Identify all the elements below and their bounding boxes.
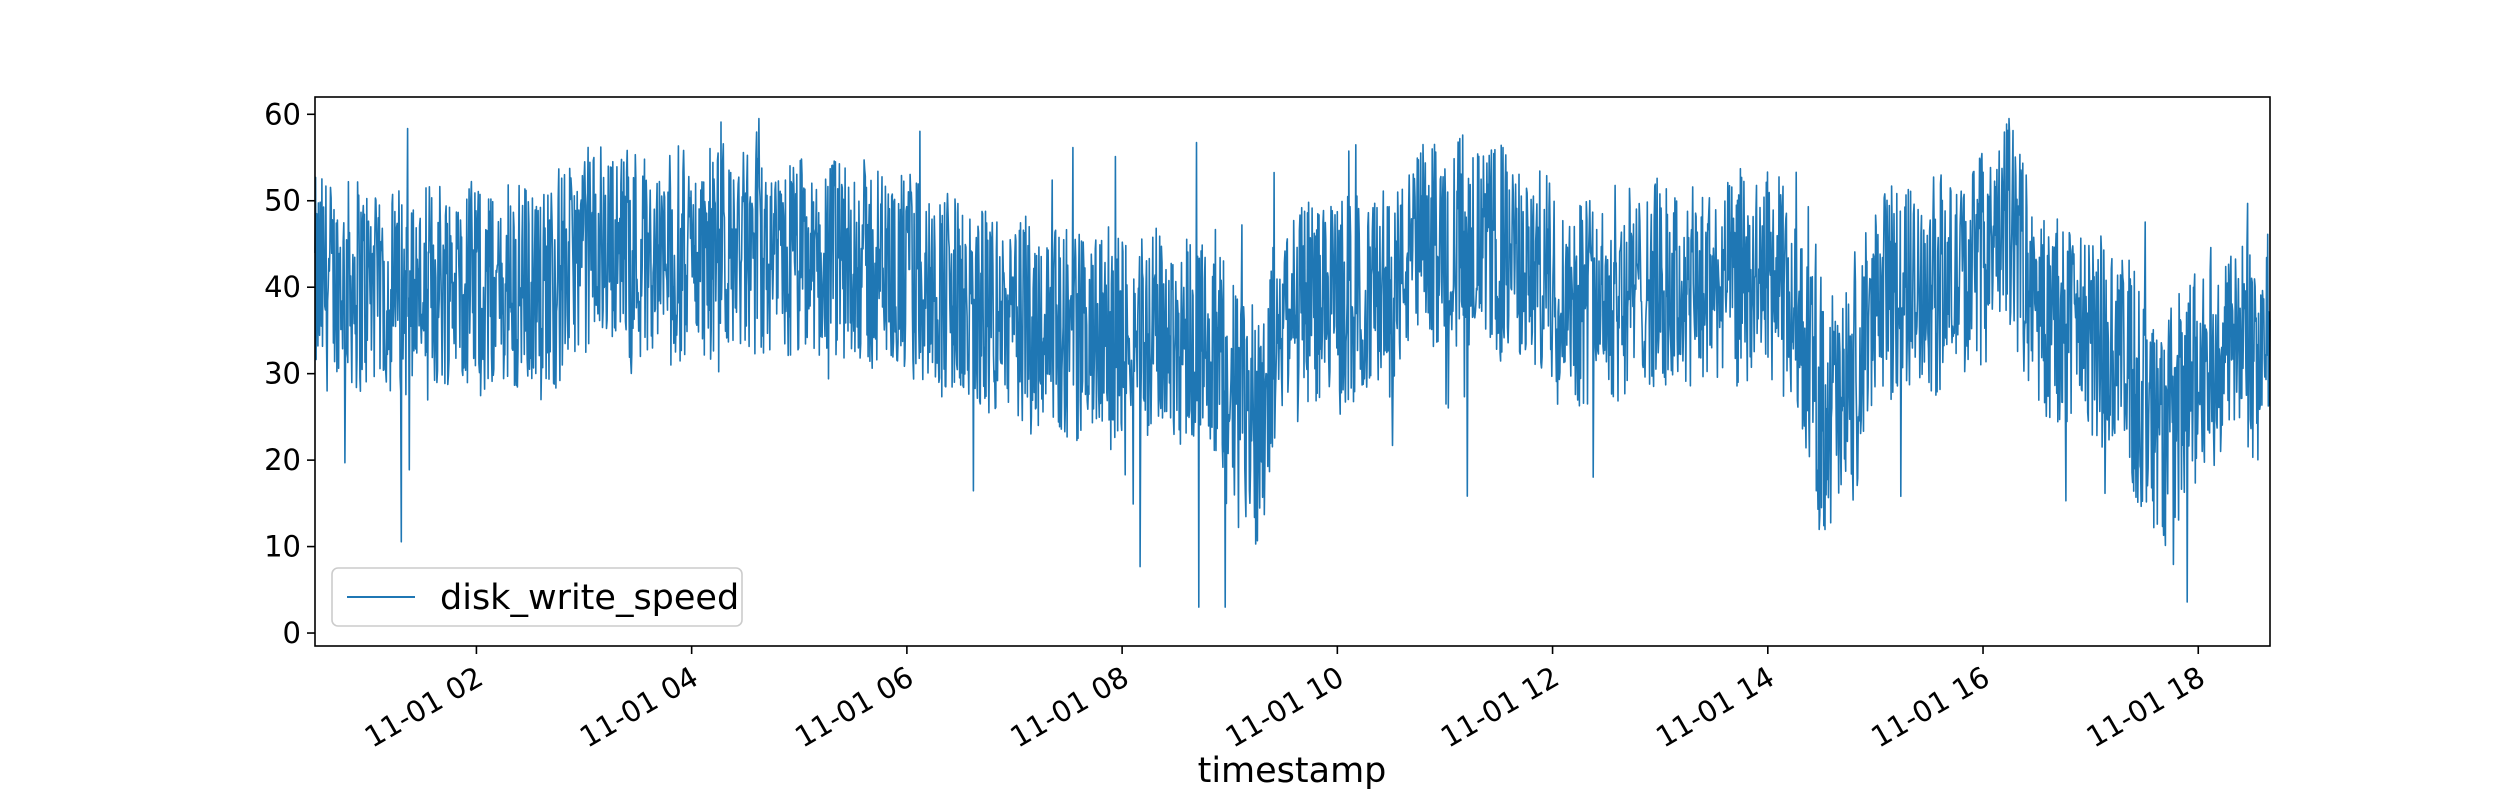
x-tick-label: 11-01 10 [1220,660,1350,755]
y-tick-label: 20 [264,443,301,477]
x-axis-title: timestamp [1198,751,1387,791]
x-tick-label: 11-01 18 [2081,660,2211,755]
y-tick-label: 40 [264,270,301,304]
x-tick-label: 11-01 04 [574,660,704,755]
x-tick-label: 11-01 08 [1004,660,1134,755]
x-tick-label: 11-01 02 [359,660,489,755]
y-tick-label: 50 [264,184,301,218]
legend-box [331,567,743,627]
series-layer [314,117,2271,608]
x-axis: 11-01 02 11-01 04 11-01 06 11-01 08 11-01 10… [359,646,2211,755]
plot-frame [314,96,2271,647]
y-tick-label: 60 [264,97,301,131]
series-line [314,117,2271,608]
legend: disk_write_speed [331,567,743,627]
x-tick-label: 11-01 16 [1865,660,1995,755]
y-tick-label: 10 [264,530,301,564]
y-tick-label: 0 [283,616,301,650]
x-tick-label: 11-01 06 [789,660,919,755]
plot-area [315,97,2270,646]
legend-label: disk_write_speed [440,578,739,618]
y-tick-label: 30 [264,357,301,391]
x-tick-label: 11-01 12 [1435,660,1565,755]
x-tick-label: 11-01 14 [1650,660,1780,755]
y-axis: 0 10 20 30 40 50 60 [264,97,315,650]
